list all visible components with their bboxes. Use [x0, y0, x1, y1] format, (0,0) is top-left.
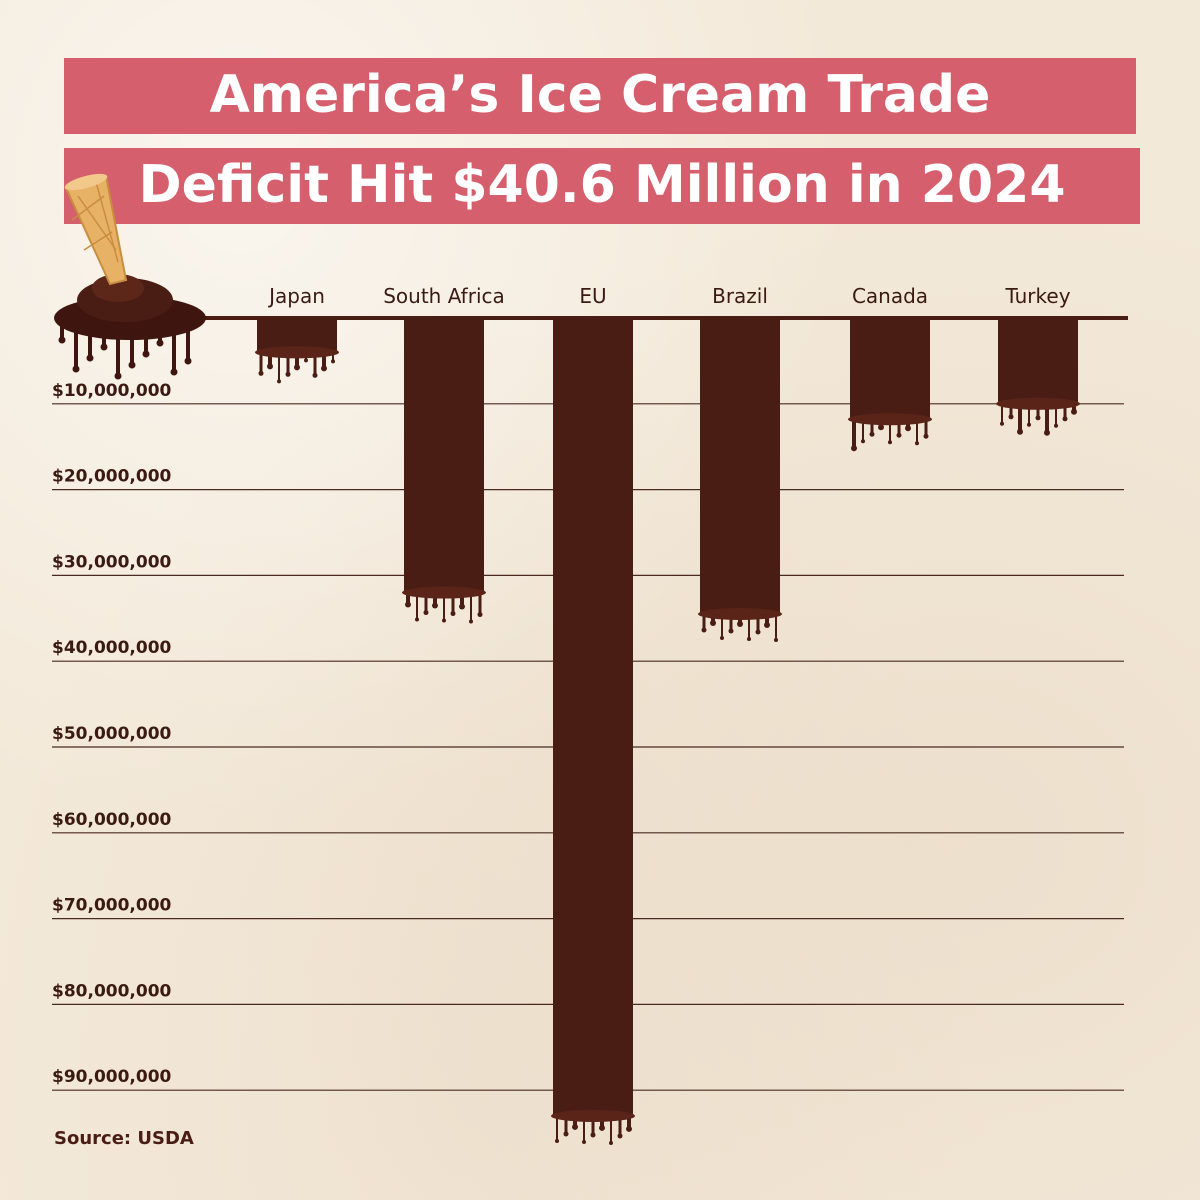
category-label: South Africa	[383, 284, 505, 308]
chocolate-drip	[848, 413, 932, 452]
y-tick-label: $50,000,000	[52, 724, 172, 744]
title-line-1: America’s Ice Cream Trade	[64, 58, 1136, 134]
y-tick-label: $30,000,000	[52, 552, 172, 572]
y-tick-label: $10,000,000	[52, 381, 172, 401]
bar-south-africa	[404, 318, 484, 593]
y-tick-label: $20,000,000	[52, 467, 172, 487]
y-tick-label: $90,000,000	[52, 1067, 172, 1087]
bar-eu	[553, 318, 633, 1116]
y-tick-label: $80,000,000	[52, 981, 172, 1001]
bar-turkey	[998, 318, 1078, 404]
bar-brazil	[700, 318, 780, 615]
melted-ice-cream-cone-icon	[54, 173, 206, 380]
title-line-2: Deficit Hit $40.6 Million in 2024	[64, 148, 1140, 224]
y-tick-label: $70,000,000	[52, 896, 172, 916]
y-tick-label: $40,000,000	[52, 638, 172, 658]
category-label: Canada	[852, 284, 928, 308]
y-tick-label: $60,000,000	[52, 810, 172, 830]
category-label: Brazil	[712, 284, 768, 308]
chocolate-drip	[996, 397, 1080, 436]
chocolate-drip	[255, 346, 339, 384]
category-label: EU	[579, 284, 606, 308]
chocolate-drip	[698, 608, 782, 643]
category-label: Japan	[267, 284, 325, 308]
category-label: Turkey	[1004, 284, 1070, 308]
chocolate-drip	[551, 1109, 635, 1145]
source-note: Source: USDA	[54, 1128, 194, 1149]
chocolate-drip	[402, 586, 486, 624]
bar-canada	[850, 318, 930, 420]
